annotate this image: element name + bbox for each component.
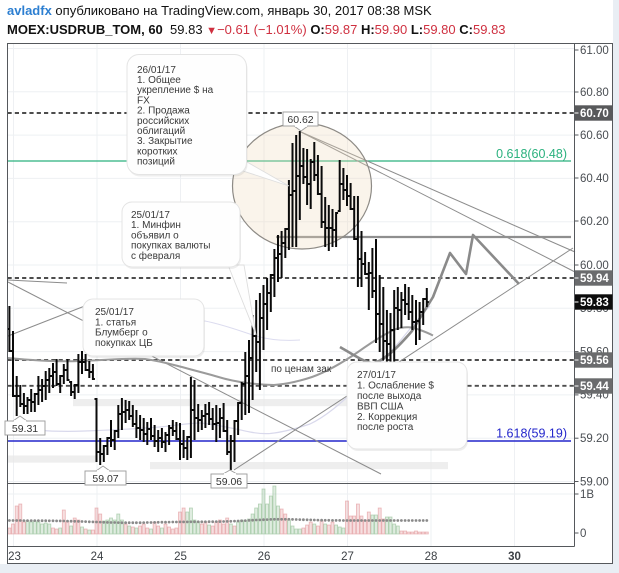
svg-text:25/01/17: 25/01/17 (131, 210, 170, 221)
svg-text:59.31: 59.31 (12, 423, 38, 435)
svg-text:коротких: коротких (137, 146, 178, 157)
svg-text:2. Продажа: 2. Продажа (137, 106, 190, 117)
svg-text:26/01/17: 26/01/17 (137, 65, 176, 76)
svg-text:3. Закрытие: 3. Закрытие (137, 136, 193, 147)
svg-text:59.20: 59.20 (580, 433, 609, 445)
svg-text:59.00: 59.00 (580, 476, 609, 488)
svg-text:59.06: 59.06 (216, 476, 242, 488)
svg-text:1. Минфин: 1. Минфин (131, 219, 181, 231)
svg-text:0.618(60.48): 0.618(60.48) (496, 147, 567, 161)
svg-text:60.40: 60.40 (580, 173, 609, 185)
svg-text:61.00: 61.00 (580, 45, 609, 57)
svg-text:27: 27 (341, 551, 354, 563)
svg-text:покупках валюты: покупках валюты (131, 241, 210, 252)
svg-text:60.20: 60.20 (580, 216, 609, 228)
svg-text:23: 23 (8, 551, 21, 563)
svg-text:1.618(59.19): 1.618(59.19) (496, 427, 567, 441)
svg-text:позиций: позиций (137, 157, 175, 168)
svg-text:объявил о: объявил о (131, 229, 179, 241)
svg-text:укрепление $ на: укрепление $ на (137, 85, 214, 96)
svg-text:облигаций: облигаций (137, 125, 185, 137)
svg-text:Блумберг о: Блумберг о (95, 327, 148, 339)
svg-text:российских: российских (137, 116, 189, 127)
svg-text:1. Общее: 1. Общее (137, 74, 181, 86)
svg-text:24: 24 (91, 551, 104, 563)
svg-text:FX: FX (137, 95, 150, 106)
svg-text:59.07: 59.07 (92, 473, 118, 485)
svg-text:ВВП США: ВВП США (357, 401, 404, 412)
svg-text:25: 25 (174, 551, 187, 563)
svg-text:26: 26 (258, 551, 271, 563)
svg-text:1. статья: 1. статья (95, 317, 136, 328)
svg-text:30: 30 (508, 551, 521, 563)
svg-text:60.60: 60.60 (580, 130, 609, 142)
svg-text:60.70: 60.70 (580, 108, 609, 120)
svg-text:59.83: 59.83 (580, 297, 609, 309)
svg-text:с февраля: с февраля (131, 250, 180, 262)
svg-text:28: 28 (425, 551, 438, 563)
svg-text:59.94: 59.94 (580, 273, 609, 285)
svg-text:25/01/17: 25/01/17 (95, 307, 134, 318)
svg-text:60.80: 60.80 (580, 87, 609, 99)
svg-text:60.62: 60.62 (287, 114, 313, 126)
svg-text:2. Коррекция: 2. Коррекция (357, 412, 417, 423)
svg-text:27/01/17: 27/01/17 (357, 370, 396, 381)
svg-text:1. Ослабление $: 1. Ослабление $ (357, 380, 434, 392)
svg-text:1B: 1B (580, 489, 594, 501)
svg-text:после роста: после роста (357, 422, 414, 433)
svg-text:после выхода: после выхода (357, 391, 422, 402)
svg-text:59.44: 59.44 (580, 381, 609, 393)
svg-text:покупках ЦБ: покупках ЦБ (95, 338, 153, 349)
svg-text:по ценам зак: по ценам зак (271, 364, 332, 375)
svg-text:0: 0 (580, 528, 586, 540)
svg-text:59.56: 59.56 (580, 355, 609, 367)
svg-text:60.00: 60.00 (580, 260, 609, 272)
